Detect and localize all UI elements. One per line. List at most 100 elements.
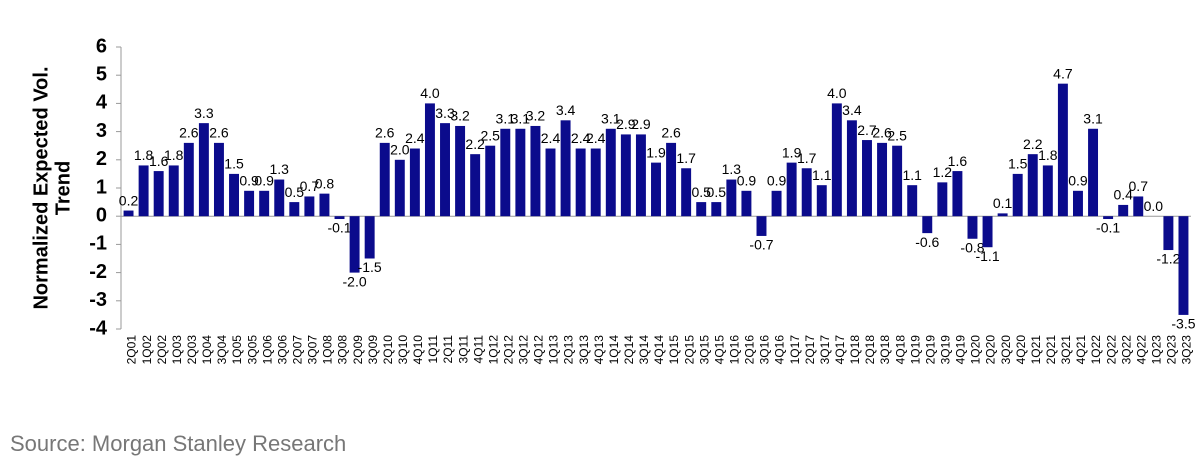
data-label: 0.4	[1113, 187, 1133, 203]
data-label: 2.2	[465, 136, 485, 152]
data-label: 3.4	[556, 102, 576, 118]
x-tick-label: 1Q02	[140, 335, 154, 365]
bar	[711, 202, 722, 217]
bar	[681, 168, 692, 217]
data-label: 0.5	[691, 184, 711, 200]
y-tick-label: 2	[96, 148, 107, 170]
data-label: 4.0	[420, 85, 440, 101]
data-label: 1.8	[164, 147, 184, 163]
bar	[259, 190, 270, 217]
x-tick-label: 3Q12	[517, 335, 531, 365]
bar	[741, 190, 752, 217]
x-tick-label: 1Q19	[908, 335, 922, 365]
bar	[997, 213, 1008, 217]
data-label: 2.4	[571, 130, 591, 146]
bar	[470, 154, 481, 217]
bar	[440, 123, 450, 217]
data-label: -0.7	[749, 237, 773, 253]
x-tick-label: 4Q16	[773, 335, 787, 365]
bar	[334, 216, 345, 220]
data-label: 0.7	[300, 178, 320, 194]
bar	[1178, 216, 1189, 315]
x-tick-label: 1Q14	[607, 335, 621, 365]
data-label: 1.8	[134, 147, 154, 163]
x-tick-label: 3Q11	[456, 335, 470, 364]
bar	[379, 142, 390, 217]
data-label: -1.1	[975, 248, 999, 264]
y-tick-label: 5	[96, 63, 107, 85]
bar	[1042, 165, 1053, 217]
data-label: -0.1	[327, 220, 351, 236]
x-tick-label: 1Q05	[230, 335, 244, 365]
bar	[530, 125, 541, 217]
data-label: 1.2	[933, 164, 953, 180]
x-tick-label: 2Q03	[185, 335, 199, 365]
y-tick-label: 4	[96, 92, 108, 114]
y-tick-label: -3	[89, 289, 107, 311]
bar	[982, 216, 993, 248]
bar	[349, 216, 360, 273]
data-label: 4.7	[1053, 65, 1073, 81]
x-tick-label: 1Q13	[547, 335, 561, 365]
x-tick-label: 4Q10	[411, 335, 425, 365]
data-label: 4.0	[827, 85, 847, 101]
bar	[198, 123, 209, 217]
x-tick-label: 2Q11	[441, 335, 455, 364]
bar	[1118, 204, 1129, 217]
x-tick-label: 4Q11	[471, 335, 485, 364]
x-tick-label: 2Q10	[381, 335, 395, 365]
y-tick-label: 3	[96, 120, 107, 142]
x-tick-label: 1Q20	[969, 335, 983, 365]
bar	[123, 210, 134, 217]
data-label: 2.7	[857, 122, 877, 138]
bar	[651, 162, 661, 217]
x-tick-label: 1Q11	[426, 335, 440, 364]
bar	[153, 171, 164, 217]
x-tick-label: 1Q03	[170, 335, 184, 365]
bar	[696, 202, 707, 217]
x-tick-label: 1Q16	[728, 335, 742, 365]
x-tick-label: 4Q20	[1014, 335, 1028, 365]
x-tick-label: 3Q09	[366, 335, 380, 365]
data-label: 0.9	[1068, 173, 1088, 189]
data-label: 0.9	[737, 173, 757, 189]
y-tick-label: -4	[89, 317, 108, 339]
x-tick-label: 1Q08	[321, 335, 335, 365]
data-label: 3.2	[450, 108, 470, 124]
bar	[394, 159, 405, 217]
bar	[862, 140, 872, 217]
x-tick-label: 4Q17	[833, 335, 847, 365]
data-label: -2.0	[343, 273, 367, 289]
bar	[485, 145, 496, 217]
data-label: -0.8	[960, 239, 984, 255]
data-label: 1.9	[646, 144, 666, 160]
data-label: 1.1	[902, 167, 922, 183]
x-tick-label: 2Q17	[803, 335, 817, 365]
data-label: 2.2	[1023, 136, 1043, 152]
bar	[1133, 196, 1144, 217]
x-tick-label: 3Q19	[939, 335, 953, 365]
data-label: 2.9	[631, 116, 651, 132]
x-tick-label: 3Q22	[1119, 335, 1133, 365]
bar	[1072, 190, 1083, 217]
data-label: 2.0	[390, 142, 410, 158]
bar	[229, 173, 240, 217]
bar	[244, 190, 255, 217]
data-label: 0.9	[239, 173, 259, 189]
bar	[1012, 173, 1023, 217]
bar	[319, 193, 330, 217]
data-label: 1.7	[676, 150, 696, 166]
data-label: 3.1	[1083, 110, 1103, 126]
data-label: 0.0	[1144, 198, 1164, 214]
data-label: 2.6	[209, 125, 229, 141]
x-tick-label: 2Q09	[351, 335, 365, 365]
y-axis-label: Trend	[52, 161, 74, 215]
bar	[1163, 216, 1174, 251]
bar	[138, 165, 149, 217]
x-tick-label: 3Q08	[336, 335, 350, 365]
x-tick-label: 1Q18	[848, 335, 862, 365]
bar	[1057, 83, 1068, 217]
x-tick-label: 2Q20	[984, 335, 998, 365]
x-tick-label: 3Q23	[1180, 335, 1194, 365]
